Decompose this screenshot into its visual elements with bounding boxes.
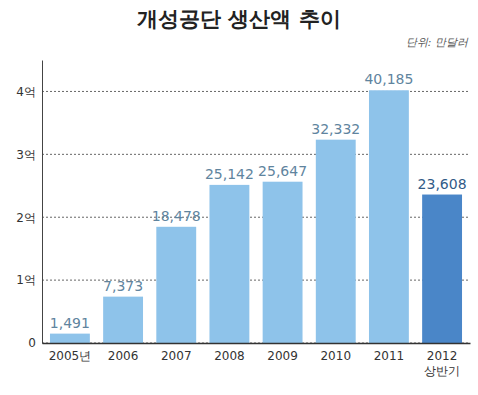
data-label: 1,491 [50, 315, 90, 331]
x-tick: 2007 [161, 343, 192, 363]
x-tick-label-line: 2009 [267, 349, 298, 363]
x-tick-label-line: 2011 [374, 349, 405, 363]
y-tick: 3억 [16, 148, 42, 162]
x-tick-label-line: 2010 [320, 349, 351, 363]
y-tick: 1억 [16, 273, 42, 287]
bar [156, 227, 196, 343]
bar [422, 195, 462, 343]
x-axis-line [43, 343, 471, 345]
subtitle: 단위: 만달러 [406, 36, 469, 49]
y-tick-label: 3억 [16, 148, 36, 162]
x-tick: 2008 [214, 343, 245, 363]
bars [50, 90, 462, 343]
bar [369, 90, 409, 343]
x-tick: 2010 [320, 343, 351, 363]
bar [103, 297, 143, 343]
x-tick: 2005년 [49, 343, 92, 363]
title: 개성공단 생산액 추이 [137, 7, 341, 31]
x-tick-label-line: 2005년 [49, 349, 92, 363]
x-tick-label: 2010 [320, 349, 351, 363]
x-tick: 2012상반기 [424, 343, 460, 378]
x-tick-label-line: 2012 [427, 349, 458, 363]
x-tick: 2009 [267, 343, 298, 363]
y-axis: 0 1억 2억 3억 4억 [16, 61, 42, 351]
x-tick-label-line: 2007 [161, 349, 192, 363]
x-tick-label: 2005년 [49, 349, 92, 363]
x-tick-label-line: 2008 [214, 349, 245, 363]
x-tick-label: 2011 [374, 349, 405, 363]
data-label: 25,647 [258, 163, 307, 179]
chart: 개성공단 생산액 추이단위: 만달러 0 1억 2억 3억 4억 2005년 2006 2007… [0, 0, 478, 395]
bar [209, 185, 249, 343]
x-tick: 2006 [108, 343, 139, 363]
bar [316, 140, 356, 343]
x-tick-label: 2009 [267, 349, 298, 363]
y-axis-line [42, 61, 43, 344]
data-label: 32,332 [311, 121, 360, 137]
data-label: 25,142 [205, 166, 254, 182]
y-tick: 4억 [16, 85, 42, 99]
y-tick-label: 2억 [16, 211, 36, 225]
x-tick-label: 2006 [108, 349, 139, 363]
x-tick-label: 2007 [161, 349, 192, 363]
x-tick-label: 2008 [214, 349, 245, 363]
x-tick-label: 2012상반기 [424, 349, 460, 378]
x-tick: 2011 [374, 343, 405, 363]
y-tick-label: 0 [28, 336, 36, 350]
data-labels: 1,491 7,373 18,478 25,14225,647 32,332 40,185… [50, 71, 467, 330]
data-label: 7,373 [103, 278, 143, 294]
y-tick: 0 [28, 336, 42, 350]
bar [263, 182, 303, 343]
x-axis: 2005년 2006 2007 2008 2009 2010 2011 2012상반기 [43, 343, 471, 378]
data-label: 23,608 [418, 176, 467, 192]
x-tick-label-line: 상반기 [424, 364, 460, 378]
y-tick-label: 4억 [16, 85, 36, 99]
y-tick: 2억 [16, 211, 42, 225]
y-tick-label: 1억 [16, 273, 36, 287]
x-tick-label-line: 2006 [108, 349, 139, 363]
bar [50, 334, 90, 343]
data-label: 40,185 [364, 71, 413, 87]
data-label: 18,478 [152, 208, 201, 224]
